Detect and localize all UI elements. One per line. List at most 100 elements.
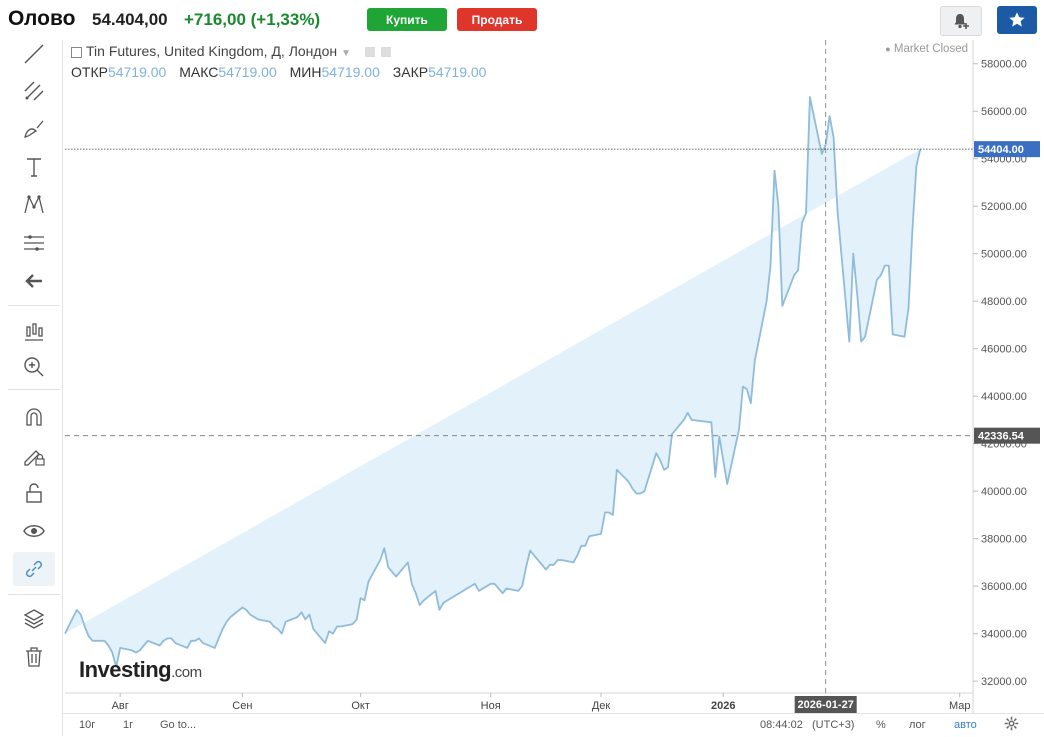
toolbar-divider [8,594,60,595]
clock-time: 08:44:02 [760,719,803,731]
text-icon [27,158,41,177]
unlock-icon [26,483,42,503]
last-price: 54.404,00 [92,10,168,29]
favorite-button[interactable] [997,6,1037,34]
low-value: 54719.00 [321,64,380,80]
chart-bottom-bar: 10г 1г Go to... 08:44:02 (UTC+3) % лог а… [63,713,1044,737]
x-tick-label: 2026 [711,700,735,712]
market-status-text: Market Closed [893,43,968,55]
auto-scale-toggle[interactable]: авто [954,719,977,731]
range-1y-button[interactable]: 1г [123,719,134,731]
sync-drawings-tool[interactable] [13,552,55,586]
x-tick-label: Мар [949,700,971,712]
price-scale [973,40,1044,713]
brush-icon [24,120,44,138]
sell-button[interactable]: Продать [457,8,537,31]
status-dot-icon: ● [885,44,891,54]
layers-icon [23,609,45,629]
series-label: Tin Futures, United Kingdom, Д, Лондон [86,43,338,59]
watermark-suffix: .com [171,664,202,681]
high-value: 54719.00 [218,64,277,80]
gear-icon [1004,716,1019,731]
buy-button[interactable]: Купить [367,8,447,31]
last-price-badge [974,141,1040,158]
crosshair-date-label: 2026-01-27 [798,699,854,711]
ohlc-values: ОТКР54719.00 МАКС54719.00 МИН54719.00 ЗА… [71,64,495,80]
last-price-label: 54404.00 [978,144,1024,156]
trend-line-icon [24,44,44,64]
price-change: +716,00 (+1,33%) [184,10,321,29]
star-icon [1009,12,1025,27]
object-tree-tool[interactable] [13,602,55,636]
x-tick-label: Дек [592,700,611,712]
y-tick-label: 46000.00 [981,344,1027,356]
fib-icon [24,81,44,101]
text-tool[interactable] [13,150,55,184]
crosshair-price-label: 42336.54 [978,431,1025,443]
percent-scale-toggle[interactable]: % [876,719,886,731]
fibonacci-tool[interactable] [13,74,55,108]
zoom-icon [24,357,44,377]
lock-drawings-tool[interactable] [13,438,55,472]
x-tick-label: Сен [232,700,252,712]
y-tick-label: 44000.00 [981,391,1027,403]
x-tick-label: Авг [112,700,129,712]
price-chart[interactable]: 32000.00 34000.00 36000.00 38000.00 40000.00… [63,40,1044,713]
drawing-toolbar [0,40,63,736]
open-value: 54719.00 [107,64,167,80]
measure-icon [24,235,44,251]
indicators-icon [25,323,43,341]
y-tick-label: 50000.00 [981,249,1027,261]
link-icon [25,560,43,578]
chart-legend: Tin Futures, United Kingdom, Д, Лондон ▼ [71,43,391,59]
toolbar-divider [8,305,60,306]
magnet-icon [26,408,42,426]
watermark-brand: Investing [79,657,172,682]
close-label: ЗАКР [392,64,429,80]
brush-tool[interactable] [13,112,55,146]
y-tick-label: 32000.00 [981,676,1027,688]
legend-dropdown-icon[interactable]: ▼ [341,48,352,59]
instrument-header: Олово 54.404,00 +716,00 (+1,33%) Купить … [0,0,1044,40]
y-tick-label: 48000.00 [981,296,1027,308]
crosshair-price-badge [974,427,1040,444]
x-tick-label: Окт [351,700,370,712]
indicators-tool[interactable] [13,314,55,348]
range-10y-button[interactable]: 10г [79,719,96,731]
y-tick-label: 40000.00 [981,486,1027,498]
pattern-tool[interactable] [13,188,55,222]
investing-watermark: Investing.com [79,657,202,683]
high-label: МАКС [179,64,219,80]
instrument-title: Олово [8,7,76,30]
market-status: ● Market Closed [885,43,968,55]
y-tick-label: 34000.00 [981,629,1027,641]
magnet-tool[interactable] [13,400,55,434]
eye-icon [23,525,45,537]
zoom-tool[interactable] [13,350,55,384]
crosshair-date-badge [794,696,857,713]
log-scale-toggle[interactable]: лог [909,719,926,731]
bell-plus-icon [954,14,969,29]
chart-area[interactable]: 32000.00 34000.00 36000.00 38000.00 40000.00… [63,40,1044,736]
back-tool[interactable] [13,264,55,298]
visibility-tool[interactable] [13,514,55,548]
x-tick-label: Ноя [481,700,501,712]
trash-icon [26,647,42,667]
price-area-fill [65,97,921,667]
pattern-icon [24,195,44,214]
measure-tool[interactable] [13,226,55,260]
y-tick-label: 58000.00 [981,59,1027,71]
add-alert-button[interactable] [940,6,982,36]
low-label: МИН [289,64,322,80]
y-tick-label: 38000.00 [981,534,1027,546]
trend-line-tool[interactable] [13,37,55,71]
chart-settings-button[interactable] [1004,716,1019,734]
unlock-tool[interactable] [13,476,55,510]
timezone-button[interactable]: (UTC+3) [812,719,855,731]
legend-settings-icon[interactable] [364,47,375,58]
collapse-legend-icon[interactable] [71,46,82,58]
goto-date-button[interactable]: Go to... [160,719,197,731]
lock-pencil-icon [24,450,45,466]
remove-drawings-tool[interactable] [13,640,55,674]
legend-remove-icon[interactable] [380,47,391,58]
